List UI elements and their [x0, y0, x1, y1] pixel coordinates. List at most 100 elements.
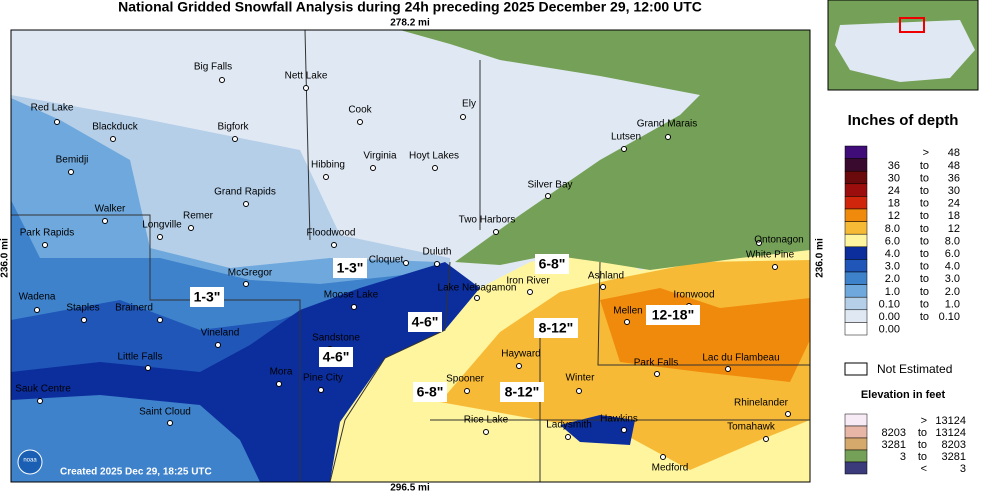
annotation: 6-8": [417, 384, 444, 400]
city-label: Staples: [66, 303, 99, 314]
legend-label: 18: [948, 210, 960, 222]
legend-label: 36: [888, 160, 900, 172]
borders: [11, 30, 810, 482]
city-label: Wadena: [19, 292, 56, 303]
city-label: Mora: [270, 367, 293, 378]
city-dot: [665, 134, 671, 140]
city-label: White Pine: [746, 250, 795, 261]
lake-land: [400, 30, 810, 270]
city-label: Bigfork: [217, 122, 249, 133]
city-dot: [34, 307, 40, 313]
annotation: 1-3": [337, 260, 364, 276]
city-label: Silver Bay: [527, 180, 572, 191]
legend-label: 2.0: [945, 286, 960, 298]
city-label: Nett Lake: [285, 71, 328, 82]
legend-label: 12: [948, 223, 960, 235]
city-label: Moose Lake: [324, 290, 379, 301]
legend-swatch: [844, 233, 868, 248]
legend-label: >: [923, 147, 929, 159]
legend-label: 0.10: [939, 311, 960, 323]
legend-label: to: [920, 261, 929, 273]
map: noaa Created 2025 Dec 29, 18:25 UTC: [10, 29, 811, 483]
city-label: Bemidji: [56, 155, 89, 166]
legend-label: 2.0: [885, 273, 900, 285]
city-dot: [763, 436, 769, 442]
not-estimated: Not Estimated: [877, 362, 952, 376]
legend-swatch: [844, 183, 868, 197]
legend-label: 24: [948, 198, 960, 210]
legend-label: 1.0: [885, 286, 900, 298]
legend-swatch: [844, 425, 868, 439]
legend-swatch: [844, 322, 868, 336]
annotation: 6-8": [539, 256, 566, 272]
city-dot: [621, 146, 627, 152]
city-label: Little Falls: [117, 352, 162, 363]
city-dot: [357, 119, 363, 125]
city-dot: [527, 289, 533, 295]
legend-label: 8203: [882, 427, 906, 439]
legend-label: 3.0: [945, 273, 960, 285]
legend-label: 1.0: [945, 298, 960, 310]
city-label: Floodwood: [307, 228, 356, 239]
annotation-box: [408, 312, 442, 332]
city-dot: [785, 411, 791, 417]
annotation: 4-6": [412, 314, 439, 330]
legend-swatch: [844, 196, 868, 210]
city-label: Vineland: [201, 328, 240, 339]
cities: Big Falls Nett Lake Red Lake Cook Ely Blackdu…: [15, 62, 804, 474]
legend-swatch: [844, 309, 868, 323]
city-dot: [54, 119, 60, 125]
zone: [11, 395, 260, 482]
legend-swatch: [844, 461, 868, 475]
scale-left: 236.0 mi: [0, 238, 11, 278]
legend-swatch: [844, 284, 868, 298]
created: Created 2025 Dec 29, 18:25 UTC: [60, 467, 212, 478]
city-label: Sandstone: [312, 333, 360, 344]
legend-label: 36: [948, 172, 960, 184]
legend-label: 6.0: [885, 235, 900, 247]
legend-label: 30: [888, 172, 900, 184]
city-dot: [660, 454, 666, 460]
legend-label: 18: [888, 198, 900, 210]
city-dot: [232, 136, 238, 142]
city-dot: [516, 363, 522, 369]
city-label: Ironwood: [673, 290, 714, 301]
legend-label: to: [920, 273, 929, 285]
logo-text: noaa: [23, 458, 37, 464]
legend-swatch: [844, 221, 868, 235]
city-dot: [370, 165, 376, 171]
city-label: Red Lake: [31, 103, 74, 114]
legend-label: 0.10: [879, 298, 900, 310]
legend-label: 30: [948, 185, 960, 197]
city-label: Virginia: [363, 151, 397, 162]
legend-label: to: [920, 223, 929, 235]
legend-swatch: [844, 170, 868, 185]
legend-label: 3: [960, 463, 966, 475]
city-label: Big Falls: [194, 62, 232, 73]
legend-label: to: [920, 235, 929, 247]
city-dot: [68, 169, 74, 175]
city-label: Iron River: [506, 276, 550, 287]
annotation-box: [413, 382, 447, 402]
inset: [827, 0, 979, 91]
city-label: Walker: [95, 204, 126, 215]
city-dot: [600, 284, 606, 290]
zone: [560, 415, 635, 445]
city-dot: [474, 295, 480, 301]
legend-swatch: [844, 413, 868, 427]
city-label: McGregor: [228, 268, 273, 279]
legend-label: 6.0: [945, 248, 960, 260]
city-dot: [243, 201, 249, 207]
legend-label: 0.00: [879, 311, 900, 323]
city-dot: [243, 281, 249, 287]
city-label: Hawkins: [600, 414, 638, 425]
legend-swatch: [844, 271, 868, 285]
city-label: Medford: [652, 463, 689, 474]
scale-bottom: 296.5 mi: [390, 483, 430, 494]
annotation-box: [535, 254, 569, 274]
legend-swatch: [844, 296, 868, 311]
not-estimated-swatch: [844, 362, 868, 376]
depth-legend-title: Inches of depth: [848, 112, 959, 129]
city-dot: [145, 365, 151, 371]
